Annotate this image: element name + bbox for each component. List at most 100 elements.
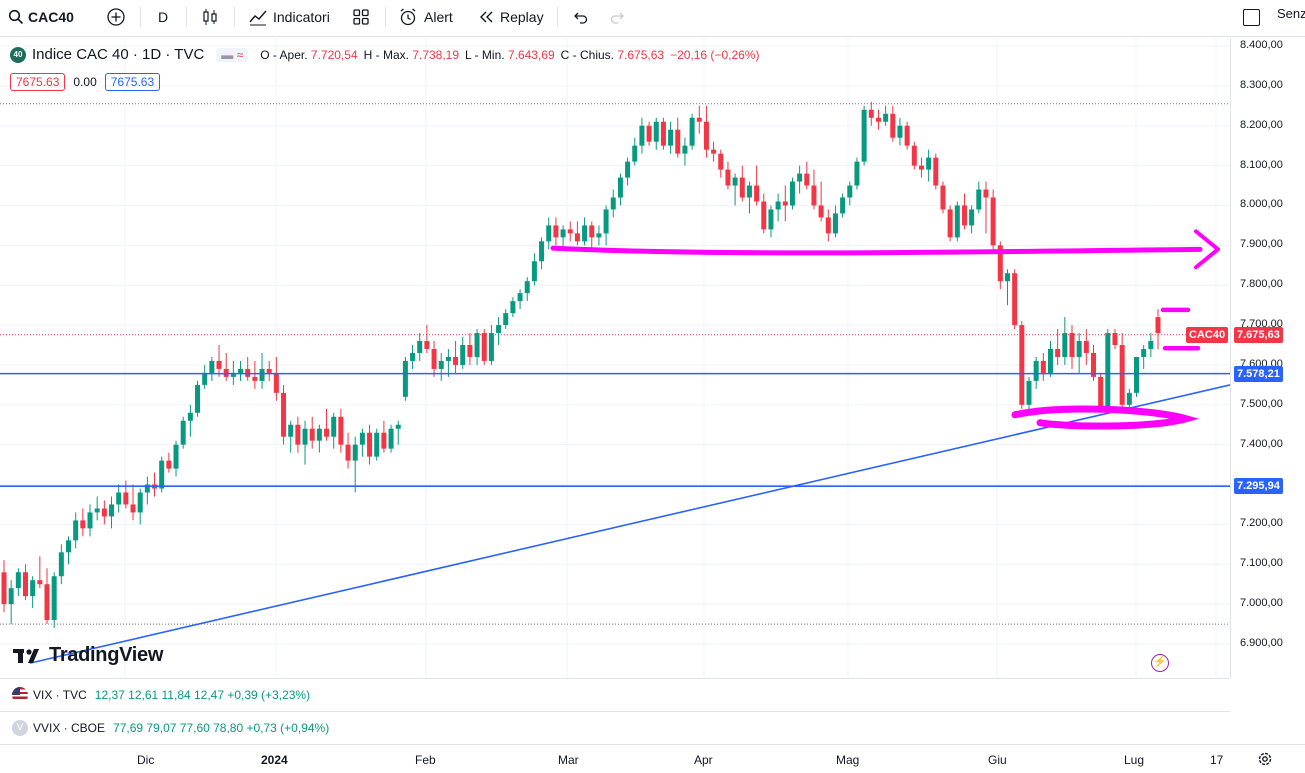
undo-button[interactable] — [571, 0, 589, 34]
candle-body — [567, 229, 573, 234]
candle — [245, 356, 251, 381]
replay-button[interactable]: Replay — [477, 0, 544, 34]
candle-body — [395, 424, 401, 429]
vvix-pane[interactable]: V VVIX · CBOE 77,69 79,07 77,60 78,80 +0… — [0, 711, 1230, 744]
trend-line — [29, 384, 1230, 664]
price-chart[interactable] — [0, 38, 1230, 678]
spread-value: 0.00 — [73, 75, 97, 89]
candle — [847, 181, 853, 206]
candle — [711, 141, 717, 162]
layout-name[interactable]: Senz — [1277, 6, 1305, 21]
interval-button[interactable]: D — [158, 0, 168, 34]
candle — [868, 101, 874, 126]
candle — [603, 205, 609, 246]
candle — [804, 161, 810, 190]
candle-body — [1019, 325, 1025, 405]
settings-icon[interactable] — [1257, 751, 1273, 767]
candle-body — [1004, 273, 1010, 282]
tradingview-logo[interactable]: TradingView — [13, 644, 163, 667]
candle — [1019, 321, 1025, 409]
candle — [94, 496, 100, 521]
symbol-search-button[interactable]: CAC40 — [8, 0, 74, 34]
time-label: Giu — [988, 753, 1007, 767]
symbol-title[interactable]: Indice CAC 40 · 1D · TVC — [32, 46, 205, 63]
candle-body — [675, 129, 681, 154]
candle — [1112, 329, 1118, 349]
tradingview-logo-icon — [13, 648, 39, 663]
candle-body — [517, 293, 523, 302]
chart-type-button[interactable] — [200, 0, 220, 34]
candle-body — [797, 173, 803, 182]
candle — [438, 352, 444, 381]
ohlc-close: C - Chius. 7.675,63 — [560, 47, 665, 62]
checkbox-icon — [1243, 8, 1260, 26]
candle — [969, 205, 975, 234]
candle — [101, 500, 107, 525]
compare-button[interactable] — [106, 0, 126, 34]
candle-body — [187, 412, 193, 421]
candle-body — [811, 185, 817, 206]
candle-body — [1133, 356, 1139, 393]
candle — [367, 424, 373, 465]
candle — [539, 237, 545, 270]
candle — [883, 105, 889, 126]
candle-body — [711, 149, 717, 154]
candle-body — [424, 341, 430, 349]
ohlc-low: L - Min. 7.643,69 — [465, 47, 555, 62]
lightning-icon[interactable]: ⚡ — [1151, 654, 1169, 672]
time-label: Feb — [415, 753, 436, 767]
price-scale[interactable] — [1230, 38, 1299, 678]
candle — [152, 472, 158, 497]
candle — [582, 217, 588, 246]
candle-body — [309, 428, 315, 441]
candle-body — [324, 428, 330, 437]
candle — [1141, 345, 1147, 369]
bid-box[interactable]: 7675.63 — [10, 73, 66, 91]
status-icons[interactable]: ▬ ≈ — [216, 47, 249, 62]
ohlc-change: −20,16 (−0,26%) — [670, 47, 760, 62]
candle — [933, 153, 939, 190]
save-checkbox[interactable] — [1243, 0, 1260, 34]
candle-body — [87, 512, 93, 529]
candle — [173, 440, 179, 477]
price-tick: 6.900,00 — [1240, 637, 1283, 649]
symbol-badge: 40 — [10, 46, 26, 63]
price-tick: 7.000,00 — [1240, 597, 1283, 610]
vvix-name: VVIX · CBOE — [33, 721, 106, 735]
candle — [797, 165, 803, 194]
candle-body — [173, 444, 179, 469]
candle-body — [617, 177, 623, 198]
time-axis[interactable]: Dic 2024 Feb Mar Apr Mag Giu Lug 17 — [0, 744, 1305, 773]
redo-icon — [610, 12, 624, 24]
alert-button[interactable]: Alert — [398, 0, 453, 34]
interval-label: D — [158, 9, 169, 25]
ask-box[interactable]: 7675.63 — [104, 73, 161, 91]
candle-body — [997, 245, 1003, 282]
candle — [331, 412, 337, 449]
candle — [180, 416, 186, 449]
candle-body — [496, 325, 502, 334]
candle — [388, 424, 394, 453]
candle-body — [868, 109, 874, 118]
candle — [460, 337, 466, 369]
candle — [453, 341, 459, 373]
redo-button[interactable] — [609, 0, 627, 34]
candle-body — [281, 392, 287, 437]
chart-legend: 40 Indice CAC 40 · 1D · TVC ▬ ≈ O - Aper… — [10, 46, 759, 63]
candle-body — [983, 189, 989, 198]
candle-body — [266, 368, 272, 373]
candle — [187, 404, 193, 437]
candle — [890, 105, 896, 142]
candle-body — [660, 121, 666, 146]
vix-pane[interactable]: VIX · TVC 12,37 12,61 11,84 12,47 +0,39 … — [0, 678, 1230, 711]
candle-body — [431, 348, 437, 369]
candle — [976, 181, 982, 214]
vvix-badge-icon: V — [12, 720, 28, 736]
layouts-button[interactable] — [352, 0, 370, 34]
indicators-button[interactable]: Indicatori — [248, 0, 330, 34]
candle — [567, 221, 573, 242]
candles-icon — [203, 9, 217, 25]
candle-body — [202, 372, 208, 385]
candle — [904, 121, 910, 150]
candle — [345, 432, 351, 469]
